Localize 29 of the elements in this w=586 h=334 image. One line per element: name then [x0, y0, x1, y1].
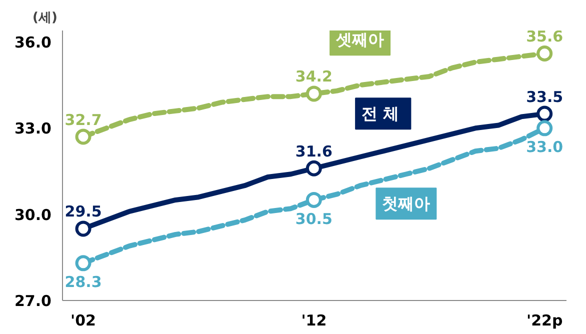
point [75, 128, 92, 145]
point [306, 160, 322, 176]
data-label: 32.7 [64, 110, 102, 129]
point [536, 106, 553, 122]
y-tick-label: 36.0 [14, 33, 52, 52]
y-tick-label: 30.0 [14, 206, 52, 224]
y-tick-label: 33.0 [14, 120, 52, 138]
data-label: 34.2 [295, 68, 332, 86]
data-label: 29.5 [64, 202, 102, 221]
data-label: 35.6 [526, 27, 564, 46]
y-tick-label: 27.0 [14, 292, 52, 310]
point [536, 120, 553, 136]
data-label: 31.6 [295, 142, 332, 160]
point [75, 255, 92, 272]
x-tick-label: '12 [301, 312, 327, 330]
series-label: 첫째아 [382, 194, 430, 214]
data-label: 33.5 [526, 88, 564, 106]
data-label: 33.0 [526, 138, 564, 156]
point [306, 192, 322, 208]
data-label: 28.3 [64, 273, 102, 292]
text: 셋째아 [335, 30, 384, 50]
point [75, 220, 92, 237]
series-label: 전 체 [362, 104, 400, 124]
x-tick-label: '22p [526, 312, 563, 330]
x-tick-label: '02 [70, 312, 96, 330]
point [536, 45, 553, 62]
data-label: 30.5 [295, 210, 332, 228]
y-axis-title: (세) [32, 10, 58, 26]
point [306, 86, 322, 102]
